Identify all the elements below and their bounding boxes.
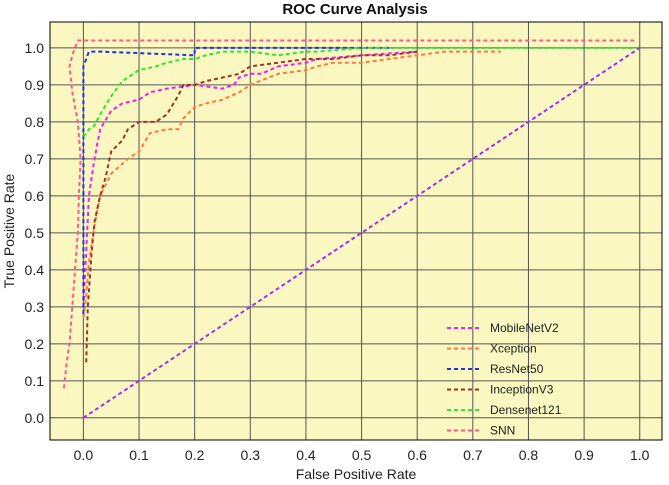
legend-label-snn: SNN bbox=[490, 424, 515, 438]
x-tick-label: 0.7 bbox=[463, 447, 483, 463]
y-tick-label: 1.0 bbox=[25, 40, 45, 56]
y-tick-label: 0.9 bbox=[25, 77, 45, 93]
x-axis-label: False Positive Rate bbox=[296, 466, 417, 482]
y-tick-label: 0.4 bbox=[25, 262, 45, 278]
x-tick-label: 0.4 bbox=[296, 447, 316, 463]
grid bbox=[50, 22, 662, 440]
legend: MobileNetV2 Xception ResNet50 InceptionV3 De… bbox=[447, 321, 562, 438]
x-tick-label: 0.9 bbox=[574, 447, 594, 463]
y-tick-label: 0.3 bbox=[25, 299, 45, 315]
tick-labels: 0.0 0.1 0.2 0.3 0.4 0.5 0.6 0.7 0.8 0.9 1.0 0.0 0.1 0… bbox=[25, 40, 650, 463]
y-tick-label: 0.6 bbox=[25, 188, 45, 204]
series-line-densenet121 bbox=[82, 46, 640, 138]
y-tick-label: 0.1 bbox=[25, 373, 45, 389]
series-line-xception bbox=[82, 50, 501, 319]
legend-label-resnet50: ResNet50 bbox=[490, 362, 544, 376]
legend-label-xception: Xception bbox=[490, 342, 537, 356]
x-tick-label: 0.2 bbox=[185, 447, 205, 463]
y-tick-label: 0.5 bbox=[25, 225, 45, 241]
y-tick-label: 0.0 bbox=[25, 410, 45, 426]
series-line-resnet50 bbox=[82, 46, 390, 315]
x-tick-label: 0.8 bbox=[519, 447, 539, 463]
x-tick-label: 0.1 bbox=[129, 447, 149, 463]
legend-label-inceptionv3: InceptionV3 bbox=[490, 383, 554, 397]
x-tick-label: 1.0 bbox=[630, 447, 650, 463]
plot-frame bbox=[49, 21, 663, 441]
legend-label-mobilenetv2: MobileNetV2 bbox=[490, 321, 559, 335]
legend-label-densenet121: Densenet121 bbox=[490, 403, 562, 417]
y-tick-label: 0.7 bbox=[25, 151, 45, 167]
y-tick-label: 0.2 bbox=[25, 336, 45, 352]
x-tick-label: 0.0 bbox=[74, 447, 94, 463]
y-tick-label: 0.8 bbox=[25, 114, 45, 130]
series-line-random bbox=[82, 47, 641, 419]
x-tick-label: 0.3 bbox=[241, 447, 261, 463]
x-tick-label: 0.5 bbox=[352, 447, 372, 463]
chart-title: ROC Curve Analysis bbox=[282, 1, 427, 18]
series-layer bbox=[62, 39, 641, 419]
y-axis-label: True Positive Rate bbox=[1, 173, 17, 288]
series-line-snn bbox=[62, 39, 635, 389]
x-tick-label: 0.6 bbox=[407, 447, 427, 463]
